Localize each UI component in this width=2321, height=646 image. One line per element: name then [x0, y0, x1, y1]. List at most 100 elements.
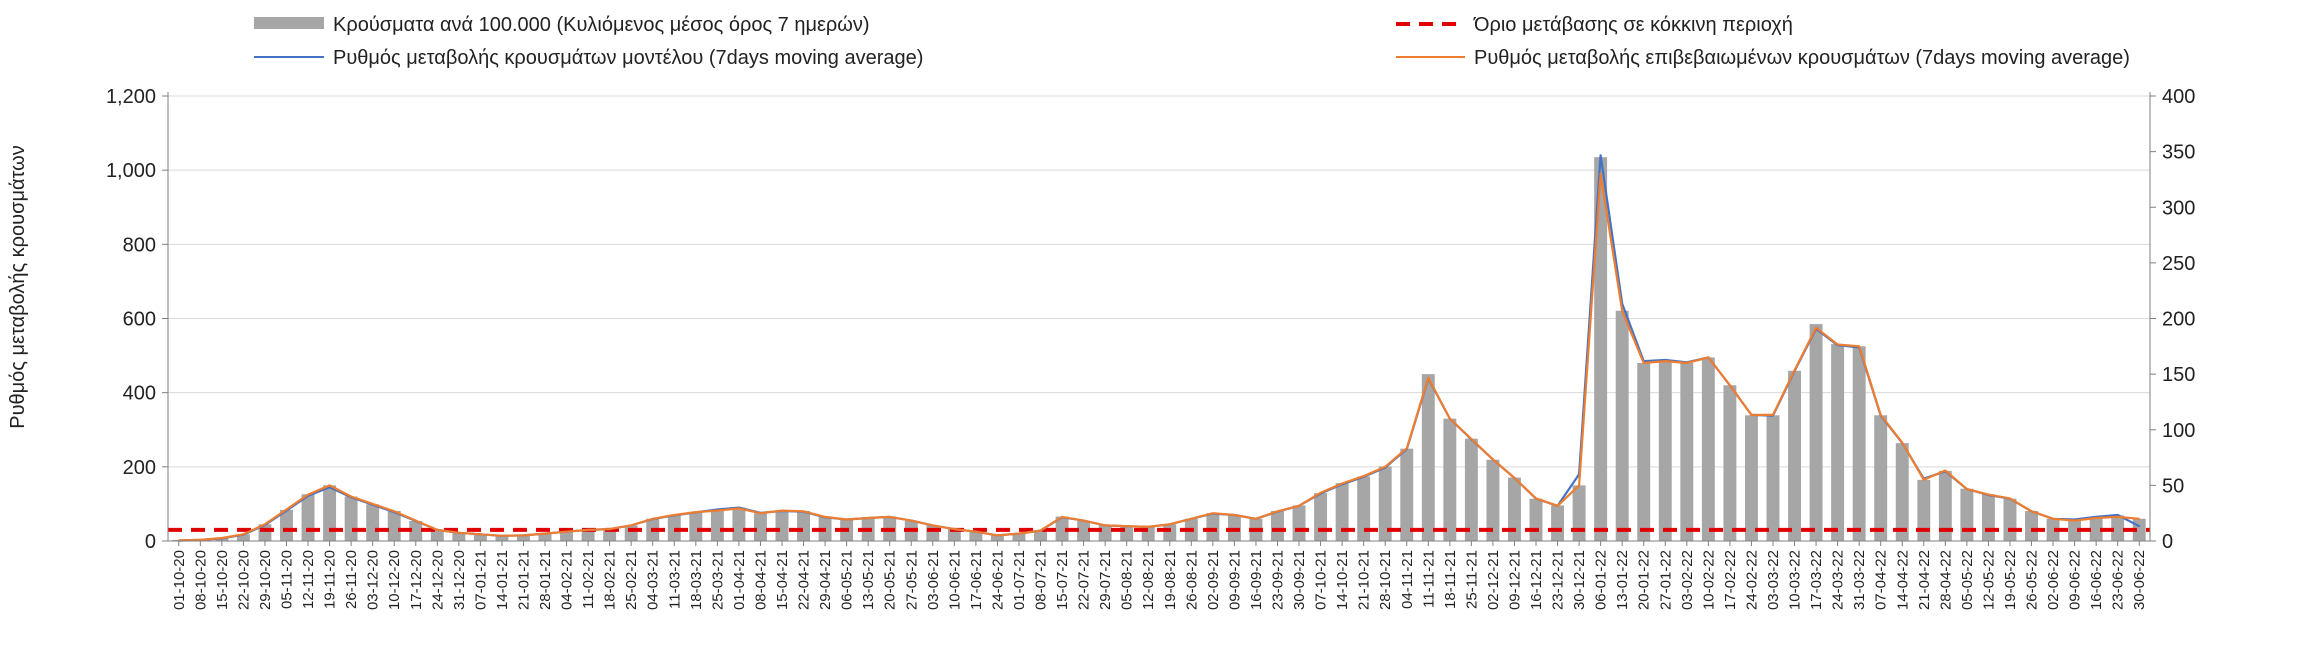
x-tick-label: 18-11-21: [1442, 550, 1459, 609]
bar: [1917, 479, 1931, 541]
series-point-confirmed: [673, 514, 676, 516]
series-point-confirmed: [1535, 497, 1537, 500]
bar: [1314, 493, 1328, 541]
series-point-confirmed: [695, 511, 697, 513]
series-point-confirmed: [436, 529, 439, 531]
bar: [1551, 505, 1565, 541]
series-point-confirmed: [2009, 497, 2011, 500]
y-tick-label: 800: [123, 234, 156, 256]
x-tick-label: 05-08-21: [1119, 550, 1136, 610]
series-point-confirmed: [781, 509, 783, 512]
series-point-confirmed: [975, 530, 977, 533]
series-point-confirmed: [1255, 517, 1257, 520]
bar: [1034, 530, 1047, 541]
series-point-confirmed: [802, 510, 805, 513]
series-line-confirmed: [178, 172, 2140, 542]
x-tick-label: 21-10-21: [1356, 550, 1373, 610]
series-point-confirmed: [1578, 484, 1580, 487]
x-tick-label: 24-03-22: [1830, 550, 1847, 610]
legend-swatch-bars: [254, 17, 324, 29]
y-tick-label: 200: [123, 457, 156, 479]
series-point-confirmed: [910, 519, 913, 522]
series-point-confirmed: [651, 517, 654, 520]
series-point-confirmed: [458, 532, 460, 534]
bar: [344, 496, 358, 541]
series-point-confirmed: [2095, 517, 2097, 519]
x-tick-label: 07-01-21: [472, 550, 489, 610]
bar: [1357, 476, 1371, 541]
bar: [452, 533, 466, 541]
y-tick-label: 400: [123, 383, 156, 405]
x-tick-label: 16-09-21: [1248, 550, 1265, 610]
y2-tick-label: 200: [2162, 309, 2195, 331]
bar: [1981, 494, 1995, 541]
x-tick-label: 08-07-21: [1033, 550, 1050, 610]
series-point-confirmed: [931, 524, 934, 527]
series-point-confirmed: [285, 508, 288, 511]
axes-layer: [162, 92, 2156, 546]
x-tick-label: 15-10-20: [214, 550, 231, 610]
series-point-confirmed: [1427, 377, 1430, 379]
y-tick-label: 1,000: [106, 160, 156, 182]
x-tick-label: 30-06-22: [2131, 550, 2148, 610]
series-point-confirmed: [2073, 519, 2076, 522]
bar: [1895, 443, 1909, 541]
x-tick-label: 01-04-21: [731, 550, 748, 610]
series-point-confirmed: [1492, 458, 1494, 461]
bar: [1723, 385, 1737, 541]
series-point-confirmed: [1449, 417, 1451, 420]
series-point-confirmed: [608, 528, 611, 530]
series-point-confirmed: [953, 528, 956, 530]
bar: [409, 520, 423, 541]
bar: [1508, 477, 1521, 541]
lines-layer: [177, 154, 2141, 542]
series-point-confirmed: [522, 534, 525, 537]
bar: [775, 510, 789, 541]
series-point-confirmed: [1664, 360, 1667, 362]
series-point-confirmed: [1470, 438, 1473, 440]
series-point-confirmed: [1362, 475, 1365, 477]
x-tick-label: 06-01-22: [1593, 550, 1610, 610]
x-tick-label: 22-07-21: [1076, 550, 1093, 610]
x-tick-label: 18-03-21: [688, 550, 705, 610]
series-point-confirmed: [1190, 517, 1193, 520]
bar: [2046, 518, 2060, 541]
y2-tick-label: 50: [2162, 475, 2184, 497]
x-tick-label: 18-02-21: [602, 550, 619, 610]
series-line-model: [178, 154, 2140, 542]
bar: [1335, 483, 1349, 541]
x-tick-label: 26-08-21: [1183, 550, 1200, 610]
x-tick-label: 09-12-21: [1507, 550, 1524, 610]
series-point-confirmed: [1858, 345, 1860, 348]
bar: [753, 513, 767, 541]
bar: [1960, 488, 1974, 541]
series-point-confirmed: [759, 512, 762, 514]
series-point-confirmed: [1104, 524, 1106, 527]
bar: [2068, 518, 2082, 541]
series-point-confirmed: [587, 529, 589, 531]
x-tick-label: 10-03-22: [1787, 550, 1804, 610]
series-point-confirmed: [1125, 525, 1128, 527]
x-tick-label: 13-01-22: [1614, 550, 1631, 610]
series-point-confirmed: [2116, 516, 2119, 518]
x-tick-label: 07-10-21: [1313, 550, 1330, 610]
x-tick-label: 29-07-21: [1097, 550, 1114, 610]
legend: Κρούσματα ανά 100.000 (Κυλιόμενος μέσος …: [254, 14, 2130, 69]
series-point-confirmed: [1513, 477, 1516, 479]
y2-tick-label: 0: [2162, 531, 2173, 553]
x-tick-label: 02-06-22: [2045, 550, 2062, 610]
x-tick-label: 19-08-21: [1162, 550, 1179, 610]
y-tick-label: 600: [123, 309, 156, 331]
x-tick-label: 20-01-22: [1636, 550, 1653, 610]
y2-tick-label: 250: [2162, 253, 2195, 275]
y2-tick-label: 150: [2162, 364, 2195, 386]
bar: [1077, 520, 1091, 541]
x-tick-label: 02-12-21: [1485, 550, 1502, 610]
x-tick-label: 29-10-20: [257, 550, 274, 610]
x-tick-label: 28-10-21: [1377, 550, 1394, 610]
series-point-confirmed: [867, 517, 869, 519]
x-tick-label: 03-02-22: [1679, 550, 1696, 610]
x-tick-label: 20-05-21: [882, 550, 899, 610]
x-tick-label: 29-04-21: [817, 550, 834, 610]
bar: [430, 529, 444, 541]
